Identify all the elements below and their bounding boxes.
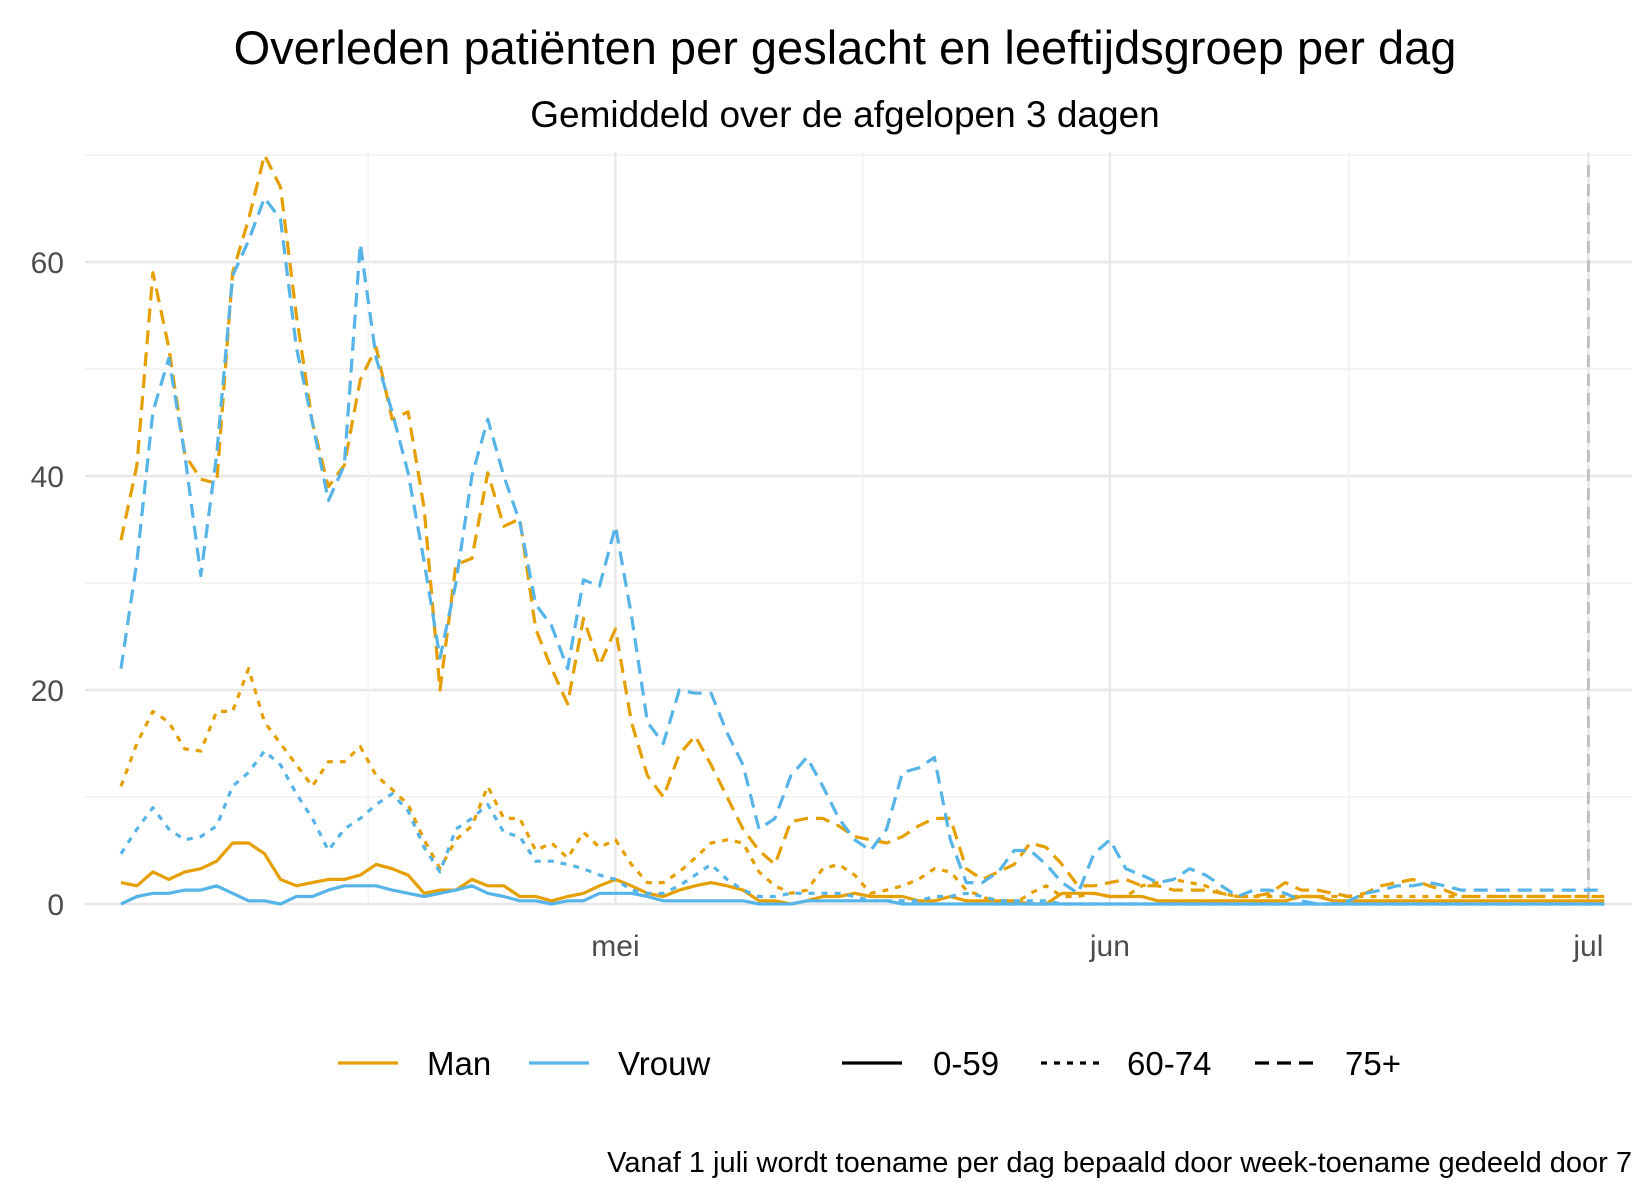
- x-tick-label: jun: [1089, 930, 1130, 963]
- legend-label-75plus: 75+: [1345, 1045, 1401, 1082]
- y-tick-label: 40: [31, 461, 64, 494]
- legend-label-60-74: 60-74: [1127, 1045, 1211, 1082]
- legend-label-0-59: 0-59: [933, 1045, 999, 1082]
- legend-label-man: Man: [427, 1045, 491, 1082]
- series-line-vrouw-75plus: [119, 196, 1605, 906]
- series-lines: [119, 153, 1605, 906]
- y-axis-ticks: 0 20 40 60: [31, 247, 64, 922]
- chart-caption: Vanaf 1 juli wordt toename per dag bepaa…: [607, 1147, 1632, 1179]
- x-tick-label: mei: [591, 930, 639, 963]
- chart-title: Overleden patiënten per geslacht en leef…: [234, 21, 1457, 74]
- series-line-vrouw-60-74: [119, 749, 1605, 906]
- series-line-man-75plus: [119, 153, 1605, 899]
- series-line-man-0-59: [120, 841, 1605, 906]
- chart-subtitle: Gemiddeld over de afgelopen 3 dagen: [530, 94, 1159, 135]
- legend-label-vrouw: Vrouw: [618, 1045, 710, 1082]
- grid-lines: [85, 152, 1632, 906]
- x-axis-ticks: mei jun jul: [591, 930, 1603, 963]
- legend: Man Vrouw 0-59 60-74 75+: [338, 1045, 1401, 1082]
- y-tick-label: 20: [31, 675, 64, 708]
- y-tick-label: 0: [47, 889, 64, 922]
- y-tick-label: 60: [31, 247, 64, 280]
- x-tick-label: jul: [1572, 930, 1603, 963]
- series-line-man-60-74: [119, 666, 1605, 906]
